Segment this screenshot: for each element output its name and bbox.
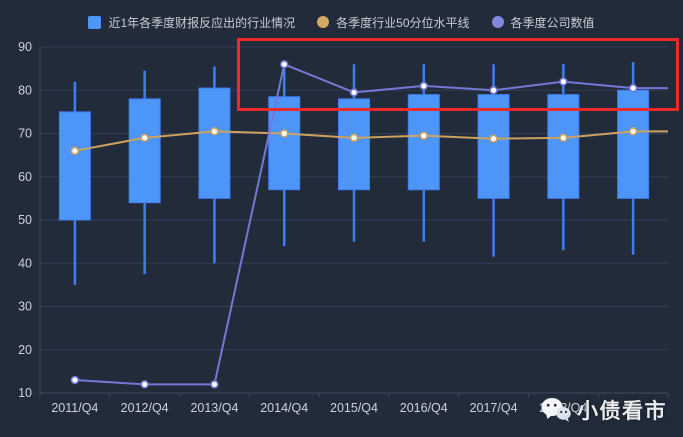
- y-axis-labels: 10 20 30 40 50 60 70 80 90: [18, 40, 32, 400]
- data-point-marker[interactable]: [210, 380, 219, 389]
- x-tick-label: 2013/Q4: [190, 401, 238, 415]
- x-tick-label: 2016/Q4: [400, 401, 448, 415]
- axes: [39, 47, 669, 397]
- y-tick-label: 70: [18, 127, 32, 141]
- series-line: [74, 63, 668, 386]
- data-point-marker[interactable]: [419, 81, 428, 91]
- y-tick-label: 20: [18, 343, 32, 357]
- data-point-marker[interactable]: [489, 86, 498, 95]
- x-tick-label: 2011/Q4: [51, 401, 98, 415]
- data-point-marker[interactable]: [559, 133, 568, 143]
- y-tick-label: 50: [18, 213, 32, 227]
- median-line-series[interactable]: [70, 127, 668, 156]
- data-point-marker[interactable]: [140, 380, 149, 389]
- x-tick-label: 2015/Q4: [330, 401, 378, 415]
- company-line-series[interactable]: [70, 60, 668, 389]
- y-tick-label: 60: [18, 170, 32, 184]
- data-point-marker[interactable]: [628, 127, 638, 136]
- y-tick-label: 90: [18, 40, 32, 54]
- y-tick-label: 30: [18, 300, 32, 314]
- legend-label: 各季度公司数值: [510, 15, 595, 30]
- watermark: 小债看市: [540, 395, 667, 425]
- box-body[interactable]: [338, 98, 370, 191]
- x-axis-labels: 2011/Q4 2012/Q4 2013/Q4 2014/Q4 2015/Q4 2016/…: [51, 401, 587, 415]
- data-point-marker[interactable]: [280, 60, 289, 69]
- data-point-marker[interactable]: [489, 134, 498, 143]
- data-point-marker[interactable]: [140, 133, 149, 143]
- y-tick-label: 40: [18, 256, 32, 270]
- data-point-marker[interactable]: [349, 88, 359, 97]
- data-point-marker[interactable]: [628, 83, 638, 93]
- legend-item-1[interactable]: 各季度行业50分位水平线: [317, 14, 470, 31]
- data-point-marker[interactable]: [70, 375, 80, 385]
- data-point-marker[interactable]: [280, 129, 289, 138]
- series-line: [74, 130, 668, 152]
- box-body[interactable]: [407, 94, 440, 191]
- legend-square-icon: [88, 15, 102, 29]
- legend-label: 各季度行业50分位水平线: [336, 15, 470, 30]
- legend-dot-icon: [317, 16, 330, 28]
- legend-dot-icon: [491, 16, 504, 28]
- data-point-marker[interactable]: [349, 133, 359, 143]
- legend-label: 近1年各季度财报反应出的行业情况: [108, 15, 296, 30]
- data-point-marker[interactable]: [559, 77, 568, 86]
- box-body[interactable]: [58, 111, 91, 221]
- data-point-marker[interactable]: [419, 131, 428, 140]
- box-body[interactable]: [128, 98, 161, 204]
- x-tick-label: 2014/Q4: [260, 401, 308, 415]
- chart-legend: 近1年各季度财报反应出的行业情况 各季度行业50分位水平线 各季度公司数值: [0, 12, 683, 32]
- box-body[interactable]: [547, 94, 580, 199]
- box-body[interactable]: [198, 87, 231, 199]
- x-tick-label: 2017/Q4: [470, 401, 518, 415]
- x-tick-label: 2012/Q4: [121, 401, 169, 415]
- y-tick-label: 80: [18, 83, 32, 97]
- box-body[interactable]: [617, 89, 650, 199]
- watermark-text: 小债看市: [577, 400, 667, 423]
- legend-item-0[interactable]: 近1年各季度财报反应出的行业情况: [88, 14, 295, 31]
- wechat-icon: [540, 396, 572, 424]
- box-body[interactable]: [477, 94, 510, 199]
- data-point-marker[interactable]: [70, 146, 80, 156]
- legend-item-2[interactable]: 各季度公司数值: [491, 14, 595, 31]
- data-point-marker[interactable]: [210, 127, 219, 136]
- y-tick-label: 10: [18, 386, 32, 400]
